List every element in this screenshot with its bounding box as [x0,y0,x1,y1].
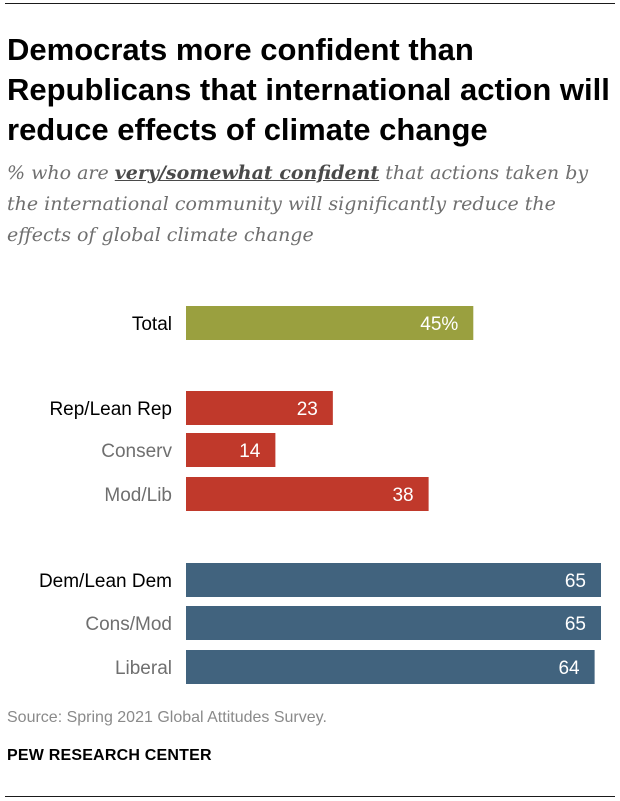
category-label: Rep/Lean Rep [49,399,172,420]
bar-total [186,306,474,340]
bar-chart: Total 45% Rep/Lean Rep 23 Conserv 14 Mod/Lib 38… [39,306,601,684]
value-label: 38 [392,485,413,506]
category-label: Mod/Lib [104,485,172,506]
value-label: 65 [565,614,586,635]
bar-dem-lean-dem [186,563,601,597]
category-label: Dem/Lean Dem [39,571,172,592]
category-label: Conserv [101,441,172,462]
chart-title: Democrats more confident than Republican… [7,32,610,147]
bar-cons-mod [186,606,601,640]
subtitle-suffix: that actions taken by the international … [7,162,589,246]
bottom-rule [5,796,615,797]
bar-rep-lean-rep [186,391,333,425]
subtitle-emphasis: very/somewhat confident [114,162,380,184]
subtitle-prefix: % who are [7,162,115,184]
value-label: 14 [239,441,261,462]
category-label: Total [132,314,172,335]
value-label: 65 [565,571,586,592]
value-label: 64 [558,658,580,679]
value-label: 23 [297,399,318,420]
category-label: Cons/Mod [85,614,172,635]
top-rule [5,3,615,4]
bar-liberal [186,650,595,684]
bar-mod-lib [186,477,429,511]
source-note: Source: Spring 2021 Global Attitudes Sur… [7,709,327,726]
bar-conserv [186,433,276,467]
value-label: 45% [420,314,458,335]
credit-line: PEW RESEARCH CENTER [7,747,212,764]
chart-subtitle: % who are very/somewhat confident that a… [7,158,612,251]
category-label: Liberal [115,658,172,679]
